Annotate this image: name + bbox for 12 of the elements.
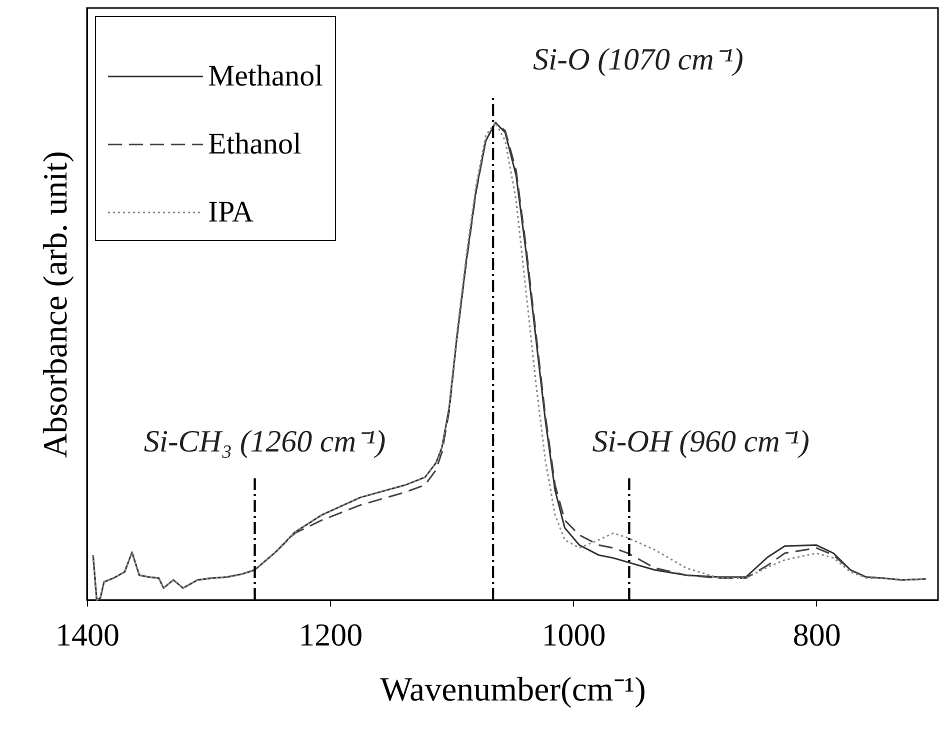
x-tick-label: 1000 <box>542 616 606 652</box>
ref-line-label: Si-OH (960 cm⁻¹) <box>592 423 810 458</box>
x-axis-title: Wavenumber(cm⁻¹) <box>380 672 646 708</box>
ref-line-label: Si-CH₃ (1260 cm⁻¹) <box>144 423 386 458</box>
y-axis-title: Absorbance (arb. unit) <box>38 151 74 458</box>
x-tick-label: 1400 <box>56 616 120 652</box>
legend-label: Methanol <box>208 60 323 92</box>
x-tick-label: 1200 <box>298 616 363 652</box>
legend-label: IPA <box>208 196 254 228</box>
x-tick-label: 800 <box>792 616 841 652</box>
legend-label: Ethanol <box>208 128 302 160</box>
ref-line-label: Si-O (1070 cm⁻¹) <box>533 42 744 77</box>
